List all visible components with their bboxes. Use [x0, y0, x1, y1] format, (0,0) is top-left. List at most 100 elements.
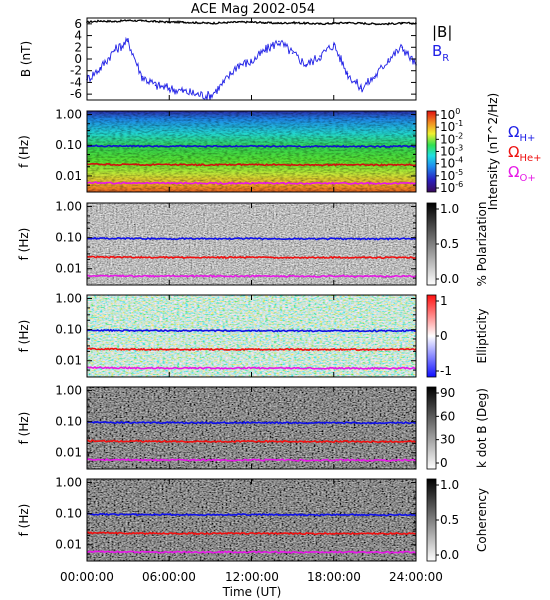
y-tick-label: 2 [74, 40, 82, 54]
legend-omega-o: ΩO+ [508, 163, 536, 184]
y-tick-label: -6 [70, 87, 82, 101]
legend-omega-o-symbol: Ω [508, 163, 519, 181]
panel-frame [86, 202, 417, 286]
cyclotron-line-o [86, 365, 417, 371]
series-point [305, 64, 308, 66]
panel-frame [86, 478, 417, 562]
y-tick-label: 0.01 [55, 169, 82, 183]
series-point [332, 43, 335, 46]
colorbar-tick-label: -1 [440, 364, 452, 378]
y-tick-label: 1.00 [55, 384, 82, 398]
series-point [182, 21, 184, 23]
colorbar-label: Intensity (nT^2/Hz) [486, 93, 500, 210]
colorbar-tick-label: 10-2 [440, 131, 463, 146]
cyclotron-line-o [86, 274, 417, 278]
y-tick-label: 0 [74, 52, 82, 66]
colorbar-tick-exponent: -6 [455, 180, 463, 189]
y-tick-label: 0.01 [55, 446, 82, 460]
y-tick-label: 4 [74, 29, 82, 43]
panel-0-legend: |B| BR [432, 23, 452, 64]
y-tick-label: 0.01 [55, 538, 82, 552]
y-tick-label: 0.10 [55, 507, 82, 521]
colorbar-tick-exponent: -4 [455, 156, 463, 165]
colorbar-label: % Polarization [475, 202, 489, 287]
cyclotron-line-o [86, 550, 417, 554]
y-axis-label: f (Hz) [17, 228, 31, 261]
legend-b-r-sub: R [442, 53, 449, 64]
legend-omega-h-sub: H+ [519, 133, 535, 144]
colorbar-tick-label: 0.0 [440, 272, 459, 286]
y-tick-label: 1.00 [55, 108, 82, 122]
series-point [154, 20, 157, 23]
colorbar-tick-label: 0.0 [440, 548, 459, 562]
cyclotron-line-o [86, 181, 417, 186]
colorbar-gradient [426, 294, 437, 378]
series-point [319, 23, 321, 25]
spectrogram-texture [87, 295, 416, 377]
y-tick-label: -2 [70, 64, 82, 78]
colorbar-tick-label: 0 [440, 329, 448, 343]
colorbar-tick-base: 10 [440, 157, 455, 171]
series-point [346, 72, 349, 75]
series-point [374, 75, 376, 78]
series-point [195, 21, 198, 24]
chart-title: ACE Mag 2002-054 [191, 2, 315, 17]
series-point [346, 21, 349, 24]
legend-b-r-main: B [432, 42, 442, 60]
series-point [182, 90, 184, 93]
colorbar-tick-label: 90 [440, 386, 455, 400]
series-point [387, 58, 390, 60]
colorbar-tick-label: 0 [440, 456, 448, 470]
y-axis-label: f (Hz) [17, 320, 31, 353]
colorbar-tick-exponent: -3 [455, 144, 463, 153]
spectrogram-texture [87, 479, 416, 561]
colorbar-tick-base: 10 [440, 145, 455, 159]
colorbar-tick-label: 100 [440, 107, 460, 122]
legend-omega-o-sub: O+ [519, 173, 535, 184]
x-tick-label-0: 00:00:00 [60, 570, 114, 584]
series-point [387, 23, 390, 25]
panel-k-dot-b: 1.00 0.10 0.01 90 60 30 0 k dot B (Deg) f (Hz) [17, 384, 489, 470]
x-axis-label: Time (UT) [222, 585, 282, 599]
series-point [168, 87, 171, 90]
series-point [305, 22, 308, 25]
series-point [319, 55, 321, 57]
series-point [360, 22, 362, 25]
series-point [113, 20, 116, 23]
colorbar-tick-exponent: -1 [455, 119, 463, 128]
y-axis-label: B (nT) [19, 41, 33, 77]
colorbar-tick-base: 10 [440, 108, 455, 122]
colorbar-gradient [426, 110, 437, 193]
panel-polarization: 1.00 0.10 0.01 1.0 0.5 0.0 % Polarization f (Hz… [17, 200, 489, 287]
series-point [236, 21, 239, 23]
panel-ellipticity: 1.00 0.10 0.01 1 0 -1 Ellipticity f (Hz) [17, 292, 489, 378]
colorbar-tick-label: 60 [440, 409, 455, 423]
colorbar-tick-label: 0.5 [440, 237, 459, 251]
colorbar-tick-base: 10 [440, 181, 455, 195]
cyclotron-line-h [86, 144, 417, 149]
colorbar-coherency: 1.0 0.5 0.0 Coherency [426, 478, 489, 562]
y-tick-label: 0.10 [55, 231, 82, 245]
colorbar-gradient [426, 386, 437, 470]
series-point [209, 95, 212, 97]
cyclotron-line-h [86, 328, 417, 333]
y-tick-label: 1.00 [55, 476, 82, 490]
colorbar-tick-label: 1.0 [440, 202, 459, 216]
colorbar-tick-base: 10 [440, 132, 455, 146]
colorbar-tick-exponent: 0 [455, 107, 460, 116]
series-point [278, 40, 280, 43]
legend-omega-he-sub: He+ [519, 153, 541, 164]
series-point [154, 84, 157, 87]
x-tick-label-2: 12:00:00 [225, 570, 279, 584]
y-axis-label: f (Hz) [17, 412, 31, 445]
series-point [209, 22, 212, 25]
cyclotron-line-h [86, 236, 417, 241]
series-point [127, 19, 129, 22]
colorbar-tick-label: 10-1 [440, 119, 463, 134]
cyclotron-line-h [86, 512, 417, 517]
colorbar-tick-label: 10-3 [440, 144, 463, 159]
panel-frame [86, 294, 417, 378]
colorbar-tick-exponent: -2 [455, 131, 463, 140]
series-point [250, 61, 253, 63]
